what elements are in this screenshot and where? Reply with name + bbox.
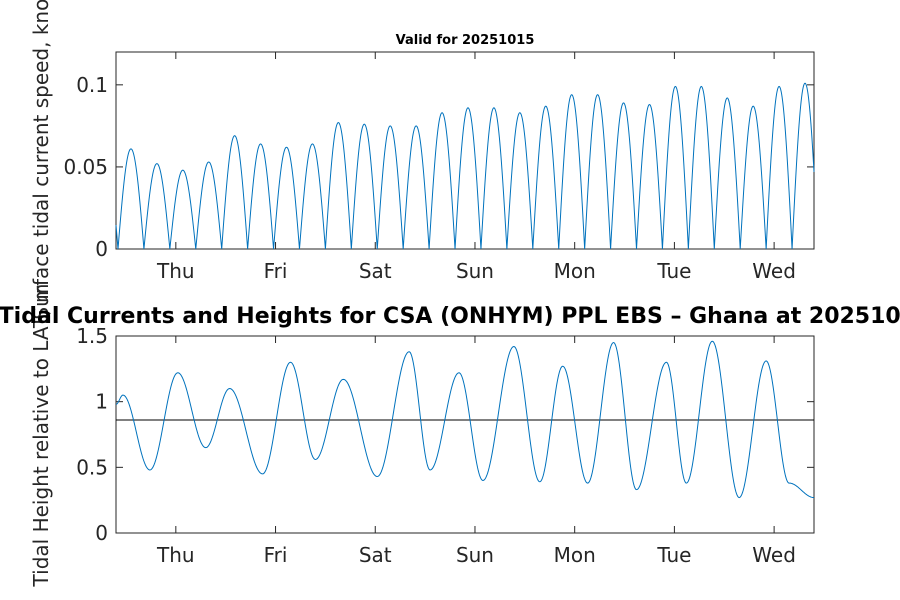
current-speed-title: Valid for 20251015	[396, 33, 535, 48]
x-tick-label: Sat	[359, 259, 392, 283]
x-tick-label: Thu	[156, 543, 195, 567]
y-tick-label: 0	[95, 237, 108, 261]
x-tick-label: Wed	[752, 259, 796, 283]
x-tick-label: Thu	[156, 259, 195, 283]
tidal-height-x-ticks: Thu Fri Sat Sun Mon Tue Wed	[156, 336, 796, 567]
figure-title: Tidal Currents and Heights for CSA (ONHY…	[0, 304, 900, 329]
x-tick-label: Fri	[264, 259, 288, 283]
x-tick-label: Tue	[656, 543, 691, 567]
x-tick-label: Fri	[264, 543, 288, 567]
tidal-height-plot-box	[115, 335, 815, 534]
tidal-height-line	[115, 340, 815, 499]
x-tick-label: Tue	[656, 259, 691, 283]
current-speed-y-ticks: 0 0.05 0.1	[63, 73, 814, 261]
tidal-height-axes: 0 0.5 1 1.5 Thu Fri Sat Sun Mon Tue Wed Tidal Hei…	[29, 284, 815, 588]
current-speed-x-ticks: Thu Fri Sat Sun Mon Tue Wed	[156, 52, 796, 283]
current-speed-axes: 0 0.05 0.1 Thu Fri Sat Sun Mon Tue Wed Valid for…	[29, 0, 815, 320]
x-tick-label: Sat	[359, 543, 392, 567]
y-tick-label: 0.05	[63, 155, 108, 179]
y-tick-label: 0	[95, 521, 108, 545]
x-tick-label: Wed	[752, 543, 796, 567]
current-speed-line	[115, 82, 815, 250]
current-speed-plot-box	[115, 51, 815, 250]
y-tick-label: 0.1	[76, 73, 108, 97]
current-speed-ylabel: Surface tidal current speed, knots	[29, 0, 53, 320]
y-tick-label: 0.5	[76, 455, 108, 479]
tidal-height-ylabel: Tidal Height relative to LAT, m	[29, 284, 53, 588]
x-tick-label: Sun	[456, 543, 494, 567]
x-tick-label: Mon	[554, 543, 596, 567]
y-tick-label: 1	[95, 390, 108, 414]
x-tick-label: Sun	[456, 259, 494, 283]
x-tick-label: Mon	[554, 259, 596, 283]
tidal-height-y-ticks: 0 0.5 1 1.5	[76, 324, 814, 545]
y-tick-label: 1.5	[76, 324, 108, 348]
